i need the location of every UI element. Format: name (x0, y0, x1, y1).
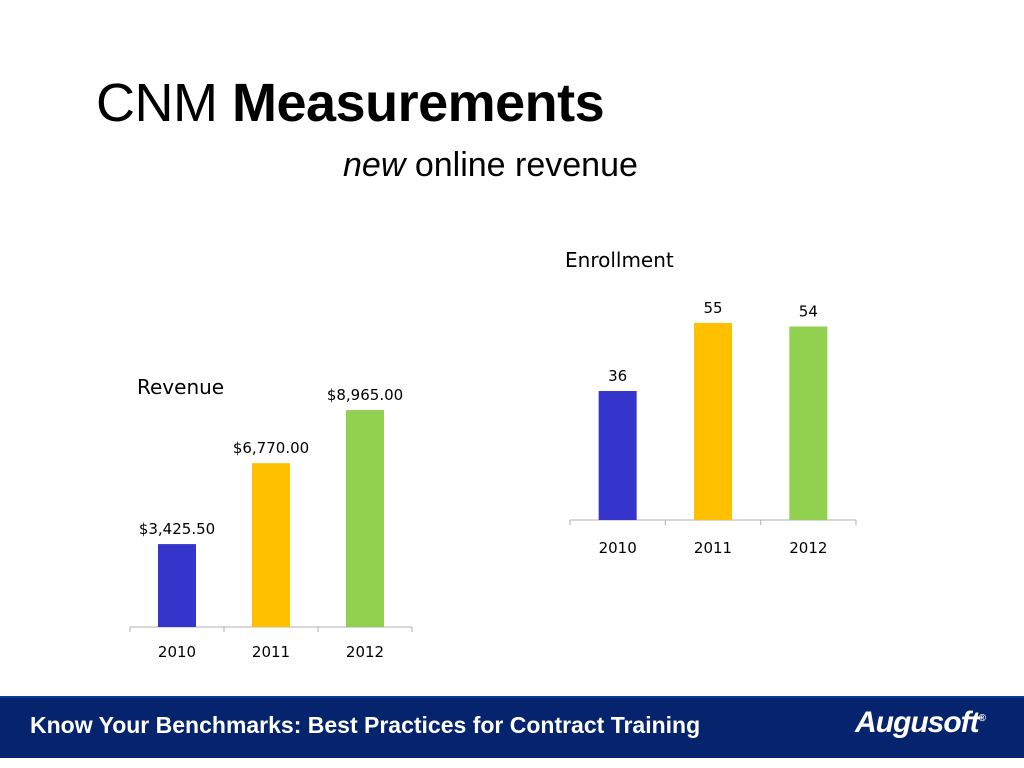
augusoft-logo: Augusoft® (855, 706, 986, 740)
revenue-tick-label: 2012 (346, 643, 384, 661)
enrollment-tick-label: 2012 (789, 539, 827, 557)
logo-trademark: ® (978, 713, 986, 724)
enrollment-data-label: 36 (608, 367, 627, 385)
revenue-chart-title: Revenue (137, 375, 224, 399)
footer-bar: Know Your Benchmarks: Best Practices for… (0, 696, 1024, 758)
enrollment-bar-2012 (789, 326, 828, 520)
title-prefix: CNM (96, 73, 218, 133)
enrollment-data-label: 55 (703, 299, 722, 317)
revenue-chart: Revenue $3,425.50 2010 $6,770.00 2011 $8,965.… (129, 375, 413, 661)
enrollment-bar-2010 (598, 391, 637, 520)
revenue-bar-2012 (346, 410, 384, 627)
revenue-data-label: $8,965.00 (327, 386, 403, 404)
revenue-tick-label: 2011 (252, 643, 290, 661)
enrollment-data-label: 54 (799, 303, 818, 321)
revenue-bar-2011 (252, 463, 290, 627)
footer-title: Know Your Benchmarks: Best Practices for… (30, 712, 701, 738)
enrollment-tick-label: 2010 (599, 539, 637, 557)
slide-subtitle: new online revenue (343, 146, 638, 185)
logo-text: Augusoft (855, 706, 980, 739)
subtitle-emphasis: new (343, 146, 406, 184)
revenue-tick-label: 2010 (158, 643, 196, 661)
revenue-data-label: $6,770.00 (233, 439, 309, 457)
enrollment-chart-title: Enrollment (565, 248, 674, 272)
enrollment-chart: Enrollment 36 2010 55 2011 54 2012 (565, 248, 857, 557)
revenue-data-label: $3,425.50 (139, 520, 215, 538)
enrollment-bar-2011 (694, 322, 732, 520)
subtitle-rest: online revenue (414, 146, 638, 184)
title-bold: Measurements (232, 73, 605, 133)
revenue-bar-2010 (158, 544, 196, 627)
slide-title: CNM Measurements (96, 72, 605, 134)
enrollment-tick-label: 2011 (694, 539, 732, 557)
